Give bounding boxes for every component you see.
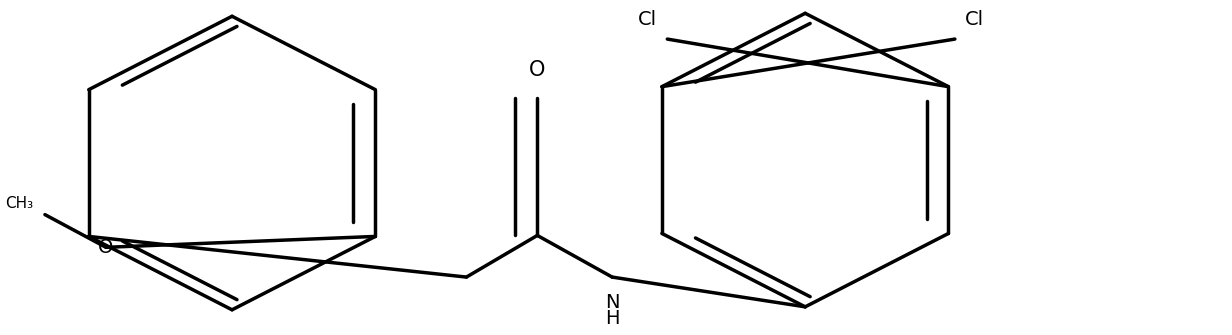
Text: Cl: Cl xyxy=(638,10,658,29)
Text: O: O xyxy=(529,60,546,80)
Text: CH₃: CH₃ xyxy=(5,196,33,211)
Text: O: O xyxy=(99,238,113,257)
Text: N: N xyxy=(605,293,620,312)
Text: Cl: Cl xyxy=(965,10,984,29)
Text: H: H xyxy=(605,309,620,328)
